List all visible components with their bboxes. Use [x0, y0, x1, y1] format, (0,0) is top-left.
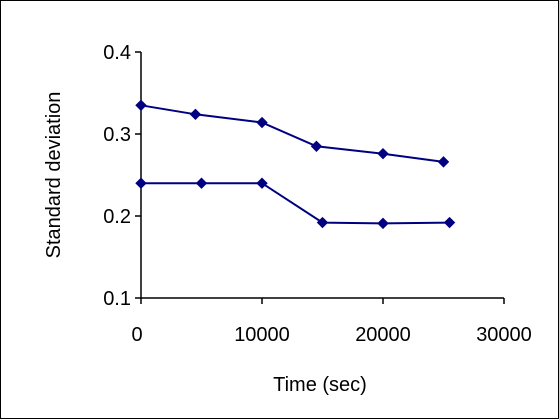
series-1-point — [189, 108, 202, 121]
x-axis-title: Time (sec) — [273, 374, 367, 396]
y-tick-label: 0.3 — [103, 124, 131, 146]
series-1-point — [437, 156, 450, 168]
x-tick-label: 10000 — [234, 324, 290, 346]
series-2-point — [316, 216, 329, 229]
x-tick-label: 0 — [131, 324, 142, 346]
series-1-point — [377, 147, 389, 160]
series-2-point — [135, 177, 147, 189]
y-tick-label: 0.4 — [103, 42, 131, 64]
series-2-point — [377, 217, 389, 230]
series-2-point — [443, 216, 456, 229]
y-tick-label: 0.1 — [103, 288, 131, 310]
labels: Time (sec) Standard deviation — [43, 92, 367, 396]
series-layer — [135, 99, 456, 230]
x-tick-label: 20000 — [355, 324, 411, 346]
series-1-line — [140, 104, 444, 163]
series-1-point — [310, 140, 323, 153]
y-axis-title: Standard deviation — [43, 92, 65, 259]
y-tick-label: 0.2 — [103, 206, 131, 228]
series-1-point — [256, 116, 268, 129]
series-2-point — [195, 177, 208, 189]
x-tick-label: 30000 — [476, 324, 532, 346]
series-2-line — [141, 182, 450, 225]
series-1-point — [135, 99, 147, 112]
series-2-point — [256, 177, 268, 189]
axes: 0.1 0.2 0.3 0.4 0 10000 20000 30000 — [103, 42, 532, 346]
